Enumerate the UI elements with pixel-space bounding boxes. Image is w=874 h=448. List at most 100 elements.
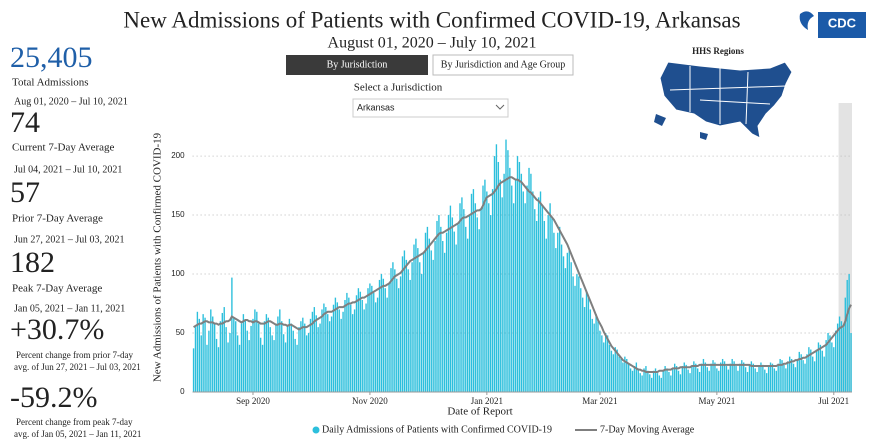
bar	[555, 248, 557, 392]
bar	[405, 259, 408, 392]
bar	[618, 356, 620, 392]
bar	[758, 366, 760, 392]
bar	[346, 292, 348, 392]
bar	[292, 330, 294, 392]
bar	[363, 309, 365, 392]
bar	[503, 173, 505, 392]
bar	[489, 215, 492, 392]
bar	[367, 288, 369, 392]
bar	[336, 302, 339, 392]
bar	[244, 320, 247, 392]
bar	[328, 321, 331, 392]
hhs-map[interactable]: HHS Regions	[654, 46, 793, 140]
bar	[570, 262, 572, 392]
bar	[491, 189, 494, 392]
kpi-value: -59.2%	[10, 381, 97, 414]
dropdown-value[interactable]: Arkansas	[357, 102, 395, 112]
bar	[304, 323, 306, 392]
bar	[798, 351, 800, 392]
bar	[351, 314, 354, 392]
kpi-value: 182	[10, 246, 55, 279]
bar	[288, 318, 291, 392]
bar	[743, 362, 745, 392]
bar	[252, 318, 254, 392]
bar	[407, 269, 409, 392]
bar	[528, 167, 530, 392]
bar	[633, 366, 636, 392]
bar	[779, 358, 781, 392]
tab[interactable]	[432, 54, 574, 76]
bar	[514, 179, 517, 392]
bar	[309, 318, 312, 392]
bar	[674, 363, 676, 392]
bar	[700, 363, 703, 392]
bar	[223, 307, 225, 392]
bar	[486, 191, 488, 392]
bar	[348, 297, 350, 392]
bar	[484, 179, 486, 392]
bar	[631, 370, 634, 392]
y-tick-label: 50	[176, 328, 185, 337]
bar	[629, 368, 632, 392]
bar	[576, 274, 578, 392]
bar	[415, 238, 417, 392]
bar	[240, 323, 243, 392]
bar	[319, 323, 321, 392]
bar	[821, 350, 823, 392]
bar	[482, 185, 484, 392]
bar	[386, 297, 388, 392]
bar	[210, 309, 212, 392]
bar	[537, 197, 540, 392]
bar	[198, 318, 200, 392]
bar	[430, 250, 432, 392]
bar	[229, 333, 231, 392]
dropdown[interactable]	[352, 98, 509, 118]
tab-label[interactable]: By Jurisdiction and Age Group	[441, 59, 565, 70]
bar	[235, 321, 237, 392]
bar	[384, 288, 386, 392]
bar	[827, 333, 829, 392]
bar	[604, 333, 607, 392]
tab-active[interactable]	[286, 55, 428, 75]
bar	[440, 226, 442, 392]
kpi-note: avg. of Jan 05, 2021 – Jan 11, 2021	[14, 429, 141, 439]
bar	[522, 191, 524, 392]
bar	[810, 349, 812, 392]
bar	[453, 231, 455, 392]
bar	[221, 312, 224, 392]
bar	[390, 268, 392, 392]
bar	[499, 179, 501, 392]
bar	[660, 377, 662, 392]
bar	[769, 362, 772, 392]
bar	[258, 323, 260, 392]
bar	[468, 215, 471, 392]
bar	[718, 370, 720, 392]
bar	[656, 373, 659, 392]
kpi-label: Total Admissions	[12, 77, 89, 89]
bar	[465, 226, 467, 392]
bar	[330, 316, 333, 392]
bar	[311, 311, 314, 392]
bar	[505, 139, 507, 392]
bar	[208, 330, 210, 392]
bar	[420, 274, 423, 392]
bar	[766, 373, 768, 392]
bar	[708, 370, 710, 392]
bar	[461, 197, 463, 392]
bar	[846, 279, 848, 392]
kpi-value: 74	[10, 106, 40, 139]
bar	[783, 364, 785, 392]
bar	[789, 356, 791, 392]
bar	[689, 373, 691, 392]
bar	[378, 279, 381, 392]
bar	[716, 368, 718, 392]
bar	[394, 269, 396, 392]
kpi-note: Jun 27, 2021 – Jul 03, 2021	[14, 234, 125, 245]
bar	[472, 189, 475, 392]
bar	[643, 368, 645, 392]
tab-label[interactable]: By Jurisdiction	[327, 59, 388, 70]
bar	[650, 377, 653, 392]
bar	[231, 277, 233, 392]
bar	[729, 363, 731, 392]
bar	[627, 363, 630, 392]
